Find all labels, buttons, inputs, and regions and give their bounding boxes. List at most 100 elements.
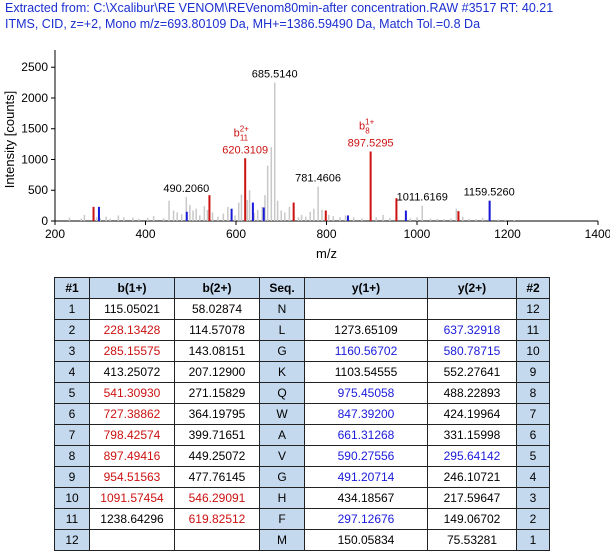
b2-ion-cell: 58.02874 (174, 298, 260, 320)
y2-ion-cell: 295.64142 (427, 445, 517, 467)
y2-ion-cell: 552.27641 (427, 361, 517, 383)
b2-ion-cell: 449.25072 (174, 445, 260, 467)
b1-ion-cell: 1091.57454 (89, 487, 175, 509)
index-c-cell: 3 (516, 487, 550, 509)
b1-ion-cell: 954.51563 (89, 466, 175, 488)
sequence-residue-cell: F (259, 508, 305, 530)
index-c-cell: 5 (516, 445, 550, 467)
b1-ion-cell: 285.15575 (89, 340, 175, 362)
index-c-cell: 4 (516, 466, 550, 488)
column-header: b(2+) (174, 277, 260, 299)
y2-ion-cell: 424.19964 (427, 403, 517, 425)
y2-ion-cell: 246.10721 (427, 466, 517, 488)
b1-ion-cell: 897.49416 (89, 445, 175, 467)
b1-ion-cell: 1238.64296 (89, 508, 175, 530)
x-tick-label: 1200 (494, 227, 521, 241)
table-row: 1 115.05021 58.02874 N 12 (54, 298, 550, 320)
y-tick-label: 2000 (21, 91, 48, 105)
y-tick-label: 500 (28, 183, 48, 197)
column-header: y(2+) (427, 277, 517, 299)
y2-ion-cell: 331.15998 (427, 424, 517, 446)
index-n-cell: 8 (54, 445, 90, 467)
index-n-cell: 2 (54, 319, 90, 341)
y1-ion-cell: 434.18567 (304, 487, 428, 509)
fragment-ion-table: #1 b(1+) b(2+) Seq. y(1+) y(2+) #2 1 115.05021 5… (54, 277, 550, 551)
peak-label: 781.4606 (295, 173, 341, 185)
table-row: 2 228.13428 114.57078 L 1273.65109 637.32918 1… (54, 319, 550, 341)
b2-ion-cell: 619.82512 (174, 508, 260, 530)
x-tick-label: 200 (45, 227, 65, 241)
peak-label: 897.5295 (348, 137, 394, 149)
sequence-residue-cell: G (259, 466, 305, 488)
y1-ion-cell: 491.20714 (304, 466, 428, 488)
b1-ion-cell: 541.30930 (89, 382, 175, 404)
index-n-cell: 6 (54, 403, 90, 425)
index-n-cell: 4 (54, 361, 90, 383)
index-c-cell: 11 (516, 319, 550, 341)
y2-ion-cell: 488.22893 (427, 382, 517, 404)
fragment-table-header: #1 b(1+) b(2+) Seq. y(1+) y(2+) #2 (54, 277, 550, 299)
peak-label: 1159.5260 (464, 187, 515, 199)
b2-ion-cell: 477.76145 (174, 466, 260, 488)
y1-ion-cell: 150.05834 (304, 529, 428, 551)
table-row: 6 727.38862 364.19795 W 847.39200 424.19964 7 (54, 403, 550, 425)
y-tick-label: 1500 (21, 122, 48, 136)
table-row: 7 798.42574 399.71651 A 661.31268 331.15998 6 (54, 424, 550, 446)
peak-label: 490.2060 (163, 183, 209, 195)
index-n-cell: 11 (54, 508, 90, 530)
column-header: b(1+) (89, 277, 175, 299)
table-row: 5 541.30930 271.15829 Q 975.45058 488.22893 8 (54, 382, 550, 404)
y1-ion-cell: 1273.65109 (304, 319, 428, 341)
index-c-cell: 7 (516, 403, 550, 425)
x-tick-label: 1000 (404, 227, 431, 241)
column-header: Seq. (259, 277, 305, 299)
b2-ion-cell: 114.57078 (174, 319, 260, 341)
fragment-table-body: 1 115.05021 58.02874 N 12 2 228.13428 114.57078… (54, 298, 550, 551)
y1-ion-cell: 975.45058 (304, 382, 428, 404)
y1-ion-cell: 847.39200 (304, 403, 428, 425)
y2-ion-cell: 580.78715 (427, 340, 517, 362)
index-n-cell: 10 (54, 487, 90, 509)
b1-ion-cell (89, 529, 175, 551)
table-row: 10 1091.57454 546.29091 H 434.18567 217.59647… (54, 487, 550, 509)
sequence-residue-cell: M (259, 529, 305, 551)
sequence-residue-cell: Q (259, 382, 305, 404)
index-c-cell: 8 (516, 382, 550, 404)
y-tick-label: 0 (41, 214, 48, 228)
table-row: 9 954.51563 477.76145 G 491.20714 246.10721 4 (54, 466, 550, 488)
peak-label: 1011.6169 (397, 192, 448, 204)
y1-ion-cell: 1103.54555 (304, 361, 428, 383)
sequence-residue-cell: L (259, 319, 305, 341)
sequence-residue-cell: A (259, 424, 305, 446)
y-axis-label: Intensity [counts] (2, 91, 17, 189)
y1-ion-cell: 297.12676 (304, 508, 428, 530)
index-n-cell: 7 (54, 424, 90, 446)
index-n-cell: 3 (54, 340, 90, 362)
sequence-residue-cell: W (259, 403, 305, 425)
b1-ion-cell: 413.25072 (89, 361, 175, 383)
index-n-cell: 12 (54, 529, 90, 551)
y-tick-label: 2500 (21, 60, 48, 74)
index-c-cell: 12 (516, 298, 550, 320)
y2-ion-cell: 637.32918 (427, 319, 517, 341)
y-tick-label: 1000 (21, 152, 48, 166)
table-row: 11 1238.64296 619.82512 F 297.12676 149.06702… (54, 508, 550, 530)
column-header: #1 (54, 277, 90, 299)
fragment-table-header-row: #1 b(1+) b(2+) Seq. y(1+) y(2+) #2 (54, 277, 550, 299)
index-c-cell: 2 (516, 508, 550, 530)
peak-label: 685.5140 (252, 69, 298, 81)
x-axis-label: m/z (316, 246, 337, 261)
table-row: 4 413.25072 207.12900 K 1103.54555 552.27641 9 (54, 361, 550, 383)
sequence-residue-cell: N (259, 298, 305, 320)
sequence-residue-cell: G (259, 340, 305, 362)
y2-ion-cell: 217.59647 (427, 487, 517, 509)
b1-ion-cell: 115.05021 (89, 298, 175, 320)
b2-ion-cell: 546.29091 (174, 487, 260, 509)
y1-ion-cell (304, 298, 428, 320)
y1-ion-cell: 661.31268 (304, 424, 428, 446)
y1-ion-cell: 1160.56702 (304, 340, 428, 362)
index-c-cell: 1 (516, 529, 550, 551)
column-header: #2 (516, 277, 550, 299)
y2-ion-cell (427, 298, 517, 320)
b2-ion-cell: 364.19795 (174, 403, 260, 425)
